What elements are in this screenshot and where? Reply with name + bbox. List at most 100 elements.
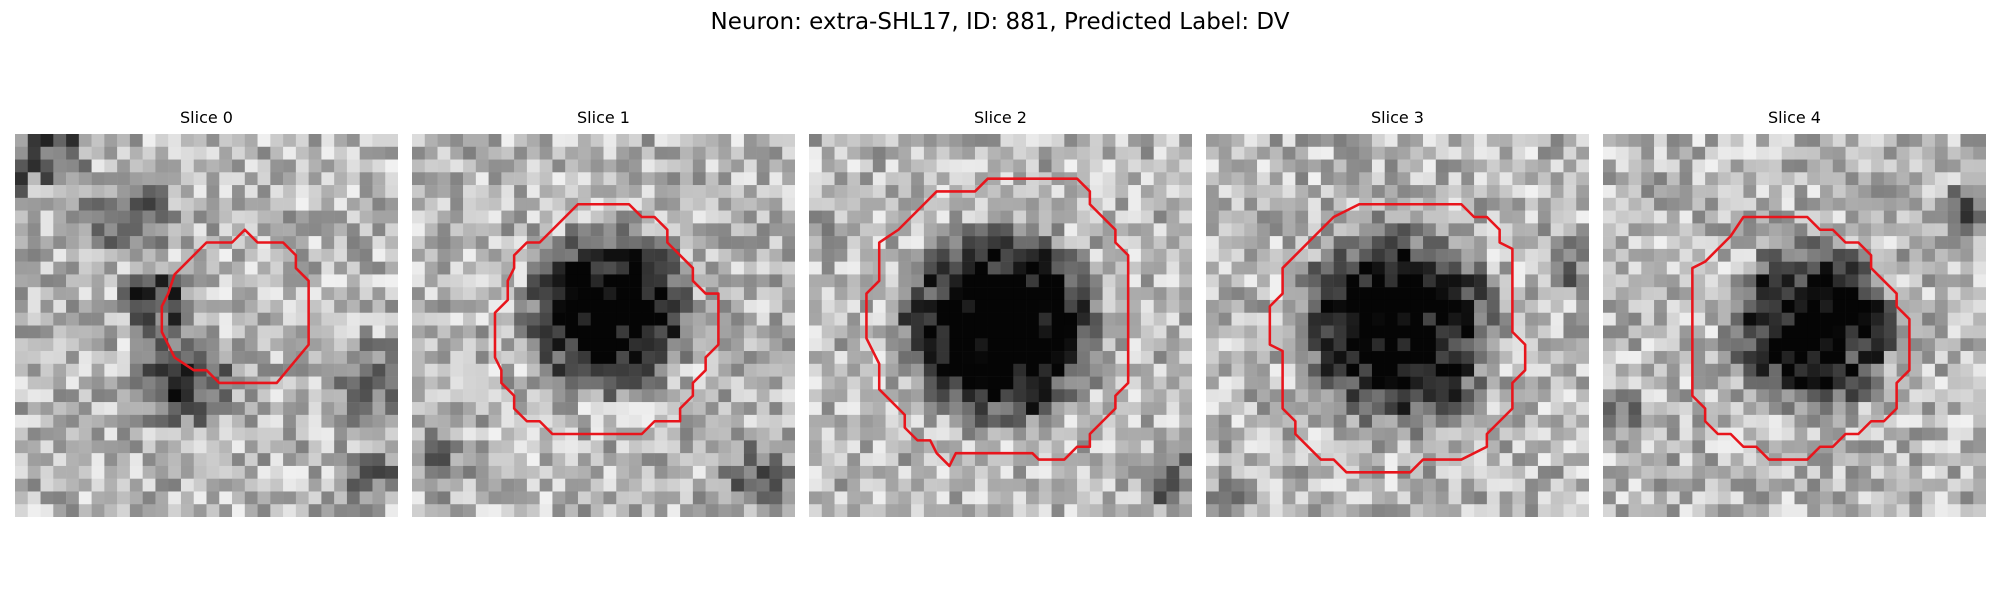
pixel xyxy=(911,427,925,441)
pixel xyxy=(1320,248,1334,262)
pixel xyxy=(1820,351,1834,365)
pixel xyxy=(834,478,848,492)
pixel xyxy=(334,312,348,326)
pixel xyxy=(1537,248,1551,262)
pixel xyxy=(1615,248,1629,262)
pixel xyxy=(769,274,783,288)
pixel xyxy=(680,376,694,390)
pixel xyxy=(1845,478,1859,492)
pixel xyxy=(1525,478,1539,492)
pixel xyxy=(1026,210,1040,224)
pixel xyxy=(654,159,668,173)
pixel xyxy=(1102,440,1116,454)
pixel xyxy=(1320,376,1334,390)
pixel xyxy=(834,414,848,428)
pixel xyxy=(15,338,29,352)
pixel xyxy=(809,325,823,339)
pixel xyxy=(1038,248,1052,262)
pixel xyxy=(488,491,502,505)
pixel xyxy=(463,197,477,211)
pixel xyxy=(385,287,398,301)
pixel xyxy=(898,325,912,339)
pixel xyxy=(1820,274,1834,288)
pixel xyxy=(616,146,630,160)
pixel xyxy=(1410,248,1424,262)
pixel xyxy=(1717,261,1731,275)
pixel xyxy=(1166,312,1180,326)
pixel xyxy=(539,159,553,173)
pixel xyxy=(1397,274,1411,288)
pixel xyxy=(641,465,655,479)
pixel xyxy=(219,312,233,326)
pixel xyxy=(1244,351,1258,365)
pixel xyxy=(219,299,233,313)
pixel xyxy=(78,223,92,237)
pixel xyxy=(193,274,207,288)
pixel xyxy=(1654,261,1668,275)
pixel xyxy=(424,248,438,262)
pixel xyxy=(1206,402,1220,416)
pixel xyxy=(782,261,795,275)
pixel xyxy=(769,453,783,467)
pixel xyxy=(129,389,143,403)
pixel xyxy=(809,248,823,262)
pixel xyxy=(860,248,874,262)
pixel xyxy=(667,248,681,262)
pixel xyxy=(1308,248,1322,262)
pixel xyxy=(180,210,194,224)
pixel xyxy=(718,185,732,199)
pixel xyxy=(219,172,233,186)
pixel xyxy=(1218,440,1232,454)
pixel xyxy=(743,287,757,301)
pixel xyxy=(1269,248,1283,262)
pixel xyxy=(308,248,322,262)
pixel xyxy=(78,197,92,211)
pixel xyxy=(346,453,360,467)
pixel xyxy=(1013,274,1027,288)
pixel xyxy=(257,159,271,173)
pixel xyxy=(692,338,706,352)
pixel xyxy=(872,453,886,467)
pixel xyxy=(731,491,745,505)
pixel xyxy=(743,223,757,237)
pixel xyxy=(1666,274,1680,288)
pixel xyxy=(1717,274,1731,288)
pixel xyxy=(1781,159,1795,173)
pixel xyxy=(1781,325,1795,339)
pixel xyxy=(1922,134,1936,148)
pixel xyxy=(1013,261,1027,275)
pixel xyxy=(705,261,719,275)
pixel xyxy=(1102,159,1116,173)
pixel xyxy=(450,146,464,160)
pixel xyxy=(66,134,80,148)
pixel xyxy=(1628,389,1642,403)
pixel xyxy=(577,414,591,428)
pixel xyxy=(1781,478,1795,492)
pixel xyxy=(756,351,770,365)
pixel xyxy=(1397,414,1411,428)
pixel xyxy=(1947,134,1961,148)
pixel xyxy=(1654,236,1668,250)
pixel xyxy=(193,453,207,467)
pixel xyxy=(1934,478,1948,492)
pixel xyxy=(1115,236,1129,250)
pixel xyxy=(692,299,706,313)
pixel xyxy=(872,491,886,505)
pixel xyxy=(809,414,823,428)
pixel xyxy=(1295,338,1309,352)
pixel xyxy=(1269,389,1283,403)
pixel xyxy=(1128,453,1142,467)
pixel xyxy=(359,248,373,262)
pixel xyxy=(692,389,706,403)
pixel xyxy=(359,197,373,211)
pixel xyxy=(53,504,67,517)
pixel xyxy=(1973,389,1986,403)
pixel xyxy=(616,453,630,467)
pixel xyxy=(1384,427,1398,441)
pixel xyxy=(1858,185,1872,199)
pixel xyxy=(1512,491,1526,505)
pixel xyxy=(1206,312,1220,326)
pixel xyxy=(911,159,925,173)
pixel xyxy=(270,402,284,416)
pixel xyxy=(847,338,861,352)
